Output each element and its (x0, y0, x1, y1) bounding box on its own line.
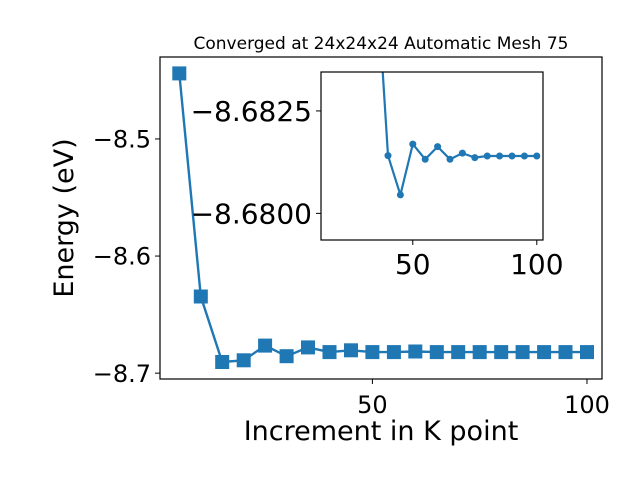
inset-data-point (409, 141, 416, 148)
inset-data-point (397, 191, 404, 198)
inset-data-point (533, 153, 540, 160)
inset-x-tick-label: 50 (395, 248, 431, 281)
main-data-point (580, 345, 594, 359)
chart-title: Converged at 24x24x24 Automatic Mesh 75 (194, 34, 569, 54)
main-data-point (172, 66, 186, 80)
inset-data-point (471, 154, 478, 161)
main-x-tick-label: 100 (564, 391, 610, 419)
main-data-point (301, 340, 315, 354)
main-data-point (387, 345, 401, 359)
main-data-point (344, 343, 358, 357)
main-data-point (215, 355, 229, 369)
main-data-point (280, 349, 294, 363)
x-axis-label: Increment in K point (244, 416, 519, 447)
main-data-point (559, 345, 573, 359)
main-data-point (365, 345, 379, 359)
main-x-tick-label: 50 (357, 391, 388, 419)
main-data-point (237, 353, 251, 367)
inset-x-tick-label: 100 (510, 248, 563, 281)
main-data-point (537, 345, 551, 359)
main-data-point (516, 345, 530, 359)
inset-data-point (459, 150, 466, 157)
inset-data-point (385, 152, 392, 159)
main-data-point (258, 339, 272, 353)
y-axis-label: Energy (eV) (49, 138, 80, 297)
inset-data-point (484, 153, 491, 160)
main-data-point (473, 345, 487, 359)
inset-data-point (509, 153, 516, 160)
inset-y-tick-label: −8.6825 (191, 95, 312, 128)
inset-data-point (496, 153, 503, 160)
main-y-tick-label: −8.6 (93, 243, 151, 271)
inset-data-point (434, 143, 441, 150)
main-data-point (494, 345, 508, 359)
main-data-point (323, 345, 337, 359)
inset-data-point (422, 156, 429, 163)
inset-data-point (521, 153, 528, 160)
main-data-point (194, 290, 208, 304)
main-y-tick-label: −8.7 (93, 360, 151, 388)
inset-y-tick-label: −8.6800 (191, 197, 312, 230)
main-data-point (451, 345, 465, 359)
main-data-point (408, 345, 422, 359)
inset-data-point (447, 156, 454, 163)
main-y-tick-label: −8.5 (93, 126, 151, 154)
main-data-point (430, 345, 444, 359)
